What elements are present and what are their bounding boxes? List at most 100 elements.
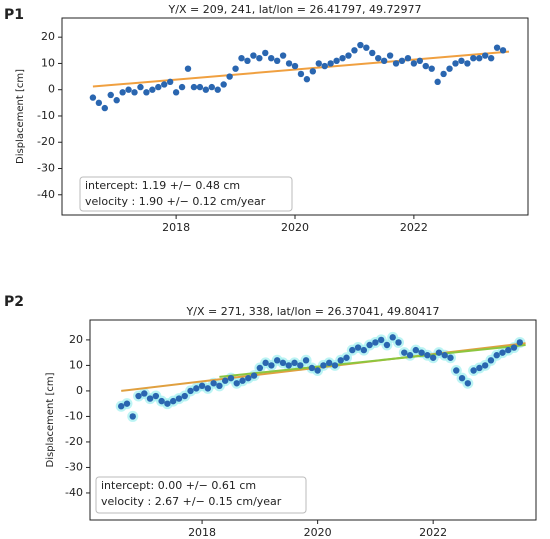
data-point: [422, 62, 429, 70]
data-point: [129, 413, 136, 420]
annotation: velocity : 1.90 +/− 0.12 cm/year: [85, 195, 266, 208]
data-point: [202, 86, 210, 93]
data-point: [107, 91, 114, 99]
annotation: intercept: 0.00 +/− 0.61 cm: [101, 479, 256, 492]
data-point: [386, 52, 394, 59]
data-point: [434, 78, 441, 86]
data-point: [273, 57, 281, 65]
data-point: [464, 380, 472, 387]
data-point: [181, 392, 188, 400]
data-point: [135, 392, 142, 400]
data-point: [357, 41, 364, 49]
data-point: [435, 349, 443, 356]
data-point: [204, 385, 212, 392]
data-point: [198, 382, 206, 390]
data-point: [321, 62, 328, 70]
data-point: [315, 60, 322, 67]
data-point: [366, 341, 373, 349]
data-point: [125, 86, 132, 93]
data-point: [227, 374, 235, 382]
y-tick-label: -30: [65, 460, 83, 473]
data-point: [487, 54, 495, 62]
x-tick-label: 2018: [162, 221, 190, 234]
x-tick-label: 2018: [188, 526, 216, 539]
data-point: [146, 395, 154, 402]
plot-frame: [89, 319, 537, 521]
x-tick-label: 2020: [304, 526, 332, 539]
data-point: [458, 57, 465, 65]
data-point: [493, 44, 501, 51]
annotation-box: [79, 176, 293, 212]
y-tick-label: -30: [37, 162, 55, 175]
y-tick-label: -20: [65, 435, 83, 448]
data-point: [302, 357, 310, 364]
data-point: [383, 341, 391, 349]
data-point: [279, 359, 287, 367]
data-point: [327, 60, 334, 67]
data-point: [141, 390, 148, 397]
trend-line: [219, 344, 526, 378]
data-point: [196, 83, 204, 91]
x-tick-label: 2022: [400, 221, 428, 234]
data-point: [303, 76, 311, 83]
data-point: [143, 89, 150, 96]
data-point: [440, 70, 447, 78]
data-point: [476, 364, 483, 372]
data-point: [410, 60, 418, 67]
data-point: [208, 83, 215, 91]
data-point: [89, 94, 97, 101]
data-point: [131, 89, 138, 96]
data-point: [470, 54, 477, 62]
data-point: [210, 380, 217, 387]
data-point: [499, 47, 507, 54]
data-point: [424, 352, 431, 359]
data-point: [470, 367, 477, 374]
data-point: [325, 359, 333, 367]
panel-label: P1: [4, 7, 24, 23]
data-point: [239, 377, 246, 384]
data-point: [458, 374, 466, 382]
data-point: [309, 68, 317, 75]
data-point: [149, 86, 156, 93]
y-tick-label: 20: [69, 333, 83, 346]
data-point: [487, 357, 495, 364]
data-point: [360, 346, 368, 354]
data-point: [339, 54, 346, 62]
data-point: [297, 362, 304, 369]
data-point: [262, 49, 269, 57]
data-point: [354, 344, 362, 351]
data-point: [398, 57, 406, 65]
data-point: [164, 400, 171, 407]
data-point: [337, 357, 344, 364]
y-axis-label: Displacement [cm]: [15, 69, 26, 164]
data-point: [137, 83, 144, 91]
data-point: [377, 336, 385, 344]
data-point: [226, 73, 233, 80]
data-point: [279, 52, 287, 59]
data-point: [250, 372, 258, 379]
trend-line: [92, 50, 510, 88]
data-point: [392, 60, 400, 67]
y-tick-label: -10: [65, 409, 83, 422]
y-tick-label: -10: [37, 109, 55, 122]
data-point: [268, 362, 275, 369]
data-point: [123, 400, 131, 407]
data-point: [406, 352, 414, 359]
x-tick-label: 2020: [281, 221, 309, 234]
data-point: [447, 354, 454, 361]
y-tick-label: 0: [48, 83, 55, 96]
data-point: [220, 81, 227, 88]
data-point: [262, 359, 269, 367]
x-tick-label: 2022: [419, 526, 447, 539]
data-point: [482, 52, 489, 59]
data-point: [476, 54, 483, 62]
data-point: [297, 70, 305, 78]
data-point: [184, 65, 192, 72]
data-point: [250, 52, 257, 59]
data-point: [268, 54, 275, 62]
data-point: [216, 382, 223, 390]
y-tick-label: -20: [37, 135, 55, 148]
chart-title: Y/X = 209, 241, lat/lon = 26.41797, 49.7…: [168, 3, 422, 16]
data-point: [404, 54, 412, 62]
